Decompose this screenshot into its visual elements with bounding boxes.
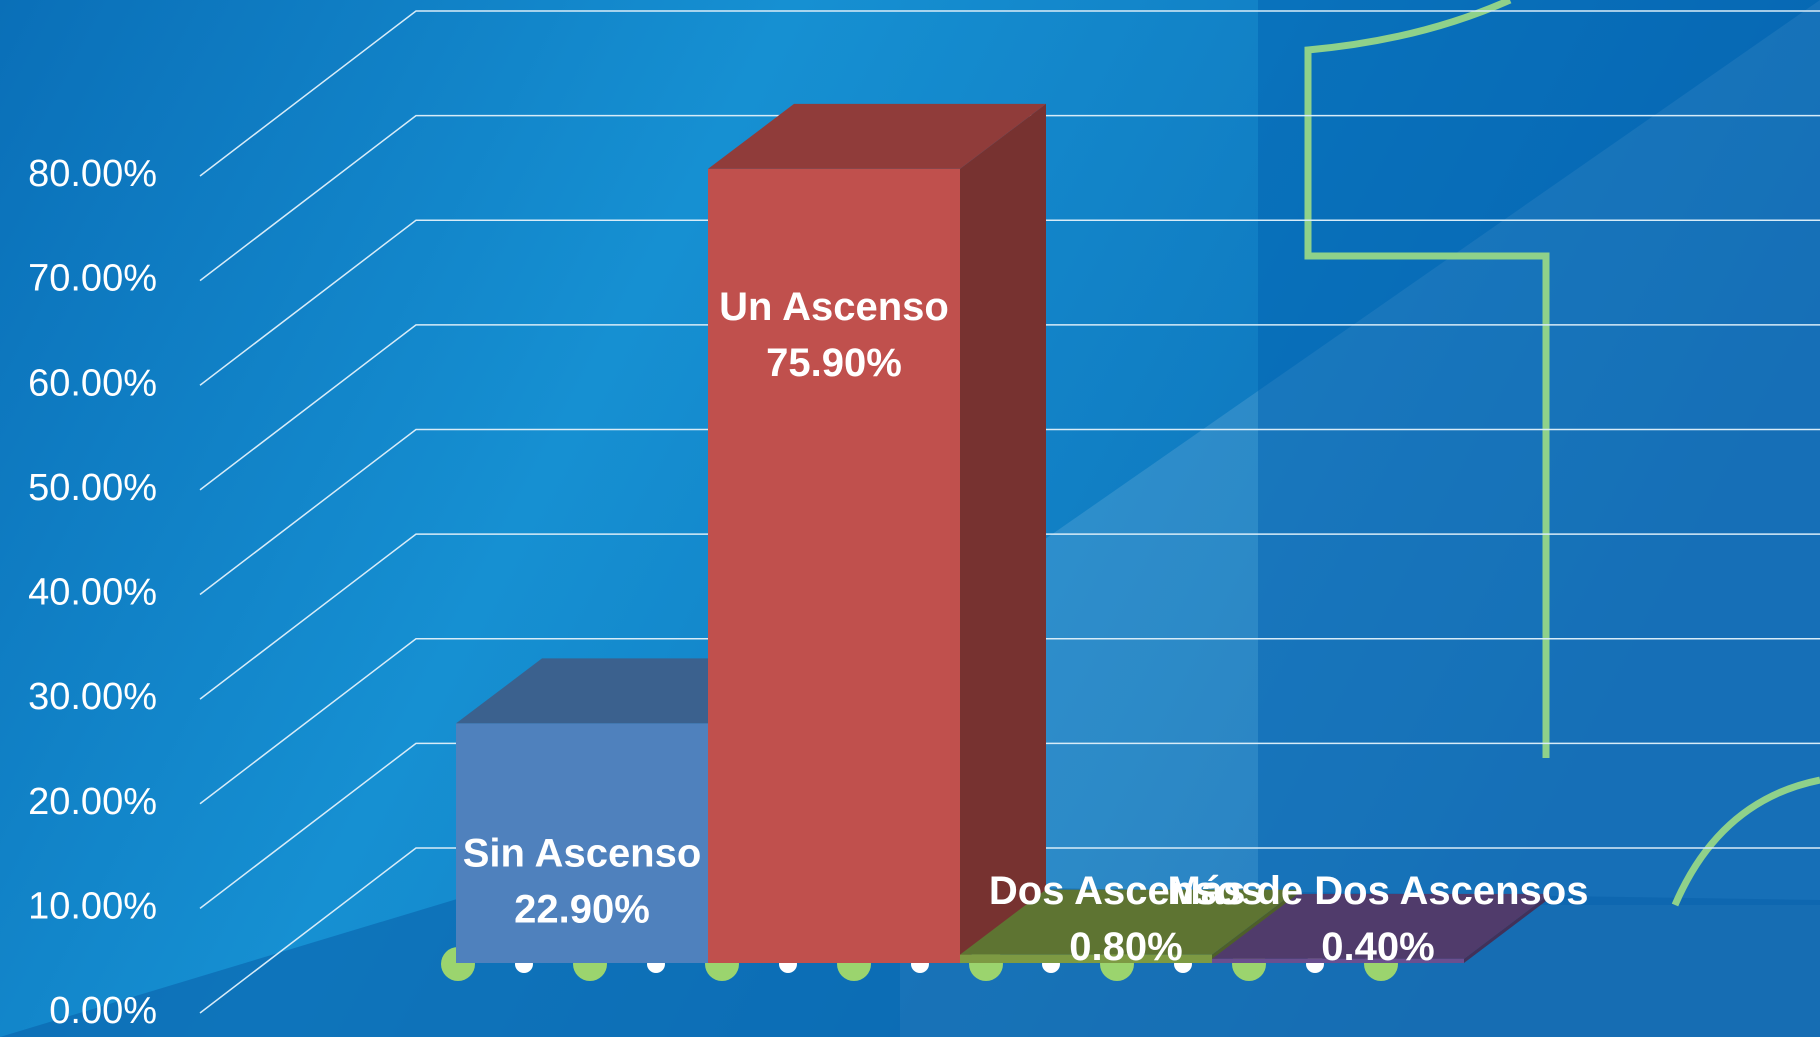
page: 0.00% 10.00% 20.00% 30.00% 40.00% 50.00% 60.00… [0,0,1820,1037]
bar-group [708,104,1046,963]
dark-panel [1258,0,1820,905]
y-tick-label: 60.00% [28,362,157,404]
data-label-category: Sin Ascenso [463,831,702,875]
chart: 0.00% 10.00% 20.00% 30.00% 40.00% 50.00% 60.00… [0,0,1820,1037]
y-tick-label: 70.00% [28,258,157,300]
y-tick-label: 10.00% [28,885,157,927]
bar-side [960,104,1046,963]
data-label-value: 75.90% [766,340,902,384]
data-label-value: 0.40% [1321,925,1434,969]
y-tick-label: 80.00% [28,153,157,195]
y-tick-label: 0.00% [49,990,157,1032]
y-tick-label: 40.00% [28,572,157,614]
y-tick-label: 50.00% [28,467,157,509]
data-label-category: Más de Dos Ascensos [1168,869,1589,913]
y-tick-label: 20.00% [28,781,157,823]
data-label-value: 22.90% [514,887,650,931]
y-tick-label: 30.00% [28,676,157,718]
data-label-category: Un Ascenso [719,284,949,328]
data-label-value: 0.80% [1069,925,1182,969]
